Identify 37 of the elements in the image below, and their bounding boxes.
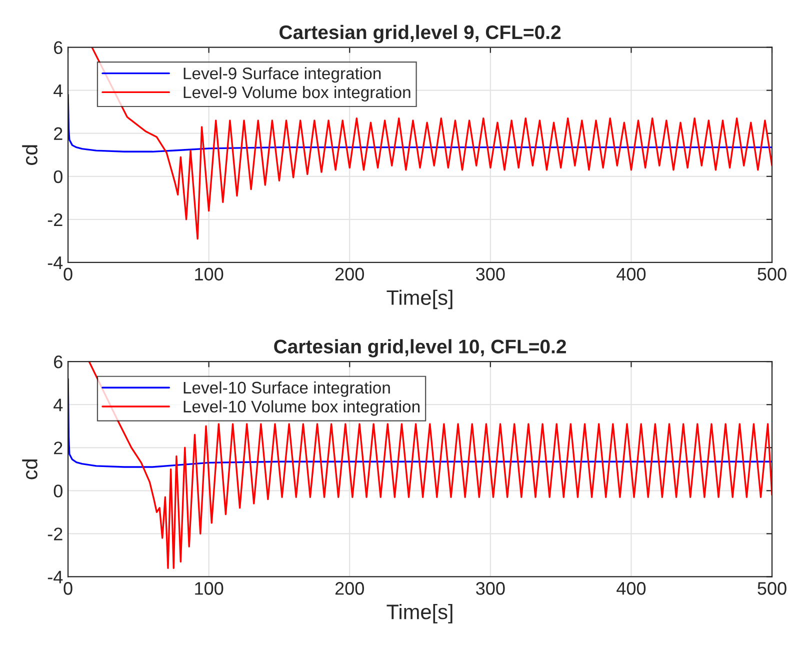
y-tick-label: 6: [54, 356, 62, 368]
x-tick-label: 0: [64, 268, 72, 281]
line-series: [88, 362, 772, 569]
y-tick-label: 0: [54, 484, 62, 498]
y-tick-label: 4: [54, 398, 63, 412]
chart-title: Cartesian grid,level 10, CFL=0.2: [274, 339, 566, 358]
y-tick-label: 6: [54, 41, 62, 54]
x-tick-label: 300: [476, 268, 505, 281]
x-tick-label: 400: [616, 582, 646, 595]
y-tick-label: 4: [54, 84, 63, 97]
line-series: [68, 378, 772, 468]
x-axis-title: Time[s]: [386, 290, 452, 310]
legend-label: Level-9 Volume box integration: [184, 86, 410, 102]
x-tick-label: 200: [335, 582, 364, 595]
y-tick-label: -4: [48, 570, 63, 584]
x-tick-label: 300: [476, 582, 505, 595]
y-tick-label: 0: [54, 170, 62, 184]
y-tick-label: -2: [48, 213, 62, 226]
x-tick-label: 200: [335, 268, 364, 281]
x-tick-label: 100: [195, 582, 224, 595]
y-axis-title: cd: [22, 459, 38, 480]
x-tick-label: 100: [195, 268, 224, 281]
x-tick-label: 0: [64, 582, 72, 595]
legend-label: Level-10 Volume box integration: [184, 400, 420, 416]
y-tick-label: -4: [48, 256, 63, 269]
x-tick-label: 500: [758, 582, 786, 595]
line-series: [91, 47, 772, 240]
chart-title: Cartesian grid,level 9, CFL=0.2: [280, 24, 561, 44]
y-tick-label: 2: [54, 127, 62, 140]
x-tick-label: 500: [758, 268, 786, 281]
legend-label: Level-9 Surface integration: [184, 67, 381, 83]
y-tick-label: -2: [48, 528, 62, 540]
y-axis-title: cd: [22, 145, 38, 165]
y-tick-label: 2: [54, 442, 62, 454]
legend-label: Level-10 Surface integration: [184, 381, 390, 397]
x-tick-label: 400: [616, 268, 646, 281]
x-axis-title: Time[s]: [386, 604, 452, 624]
